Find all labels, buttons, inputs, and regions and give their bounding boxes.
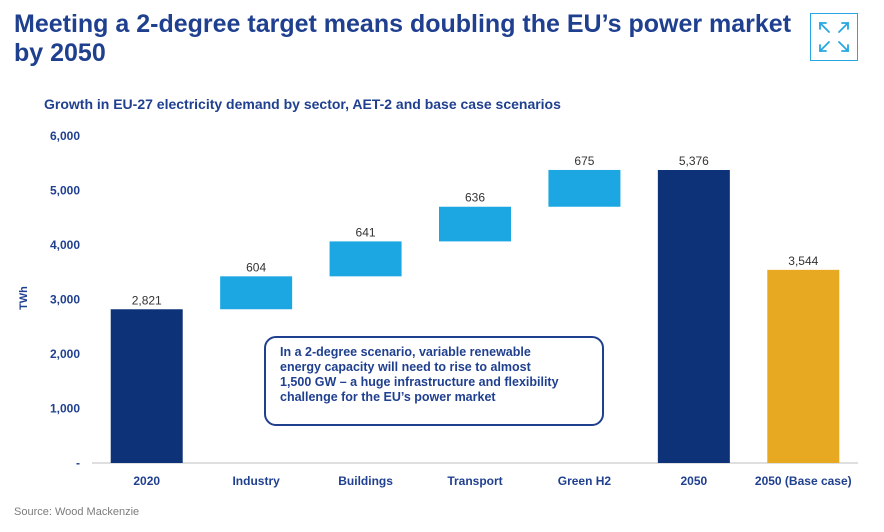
- x-tick-label: 2050 (Base case): [755, 474, 852, 488]
- callout-line: energy capacity will need to rise to alm…: [280, 360, 531, 374]
- bar-value-label: 604: [246, 260, 266, 274]
- x-tick-label: Transport: [447, 474, 502, 488]
- bar-value-labels: 2,821 604 641 636 675 5,376 3,544: [132, 154, 819, 307]
- bar: [329, 241, 402, 277]
- callout-line: challenge for the EU’s power market: [280, 390, 496, 404]
- y-tick-label: -: [76, 456, 80, 470]
- title-line-1: Meeting a 2-degree target means doubling…: [14, 10, 792, 38]
- bar: [767, 269, 840, 463]
- page-title: Meeting a 2-degree target means doubling…: [14, 10, 794, 68]
- bar: [110, 309, 183, 463]
- x-axis-ticks: 2020 Industry Buildings Transport Green H2 20…: [133, 474, 851, 488]
- y-axis-ticks: - 1,000 2,000 3,000 4,000 5,000 6,000: [50, 129, 80, 470]
- bar: [220, 276, 293, 310]
- y-tick-label: 3,000: [50, 293, 80, 307]
- callout-line: In a 2-degree scenario, variable renewab…: [280, 345, 531, 359]
- bar-value-label: 2,821: [132, 293, 162, 307]
- expand-arrows-icon: [819, 22, 849, 52]
- callout-box: In a 2-degree scenario, variable renewab…: [264, 336, 604, 426]
- y-tick-label: 2,000: [50, 347, 80, 361]
- bar: [439, 206, 511, 242]
- y-tick-label: 4,000: [50, 238, 80, 252]
- x-tick-label: 2020: [133, 474, 160, 488]
- bars: [110, 169, 840, 463]
- y-tick-label: 6,000: [50, 129, 80, 143]
- title-line-2: by 2050: [14, 39, 106, 67]
- bar-value-label: 3,544: [788, 254, 818, 268]
- x-tick-label: 2050: [681, 474, 708, 488]
- y-tick-label: 1,000: [50, 402, 80, 416]
- x-tick-label: Industry: [232, 474, 280, 488]
- callout-line: 1,500 GW – a huge infrastructure and fle…: [280, 375, 559, 389]
- x-tick-label: Green H2: [558, 474, 612, 488]
- bar-value-label: 641: [356, 225, 376, 239]
- bar: [548, 169, 621, 207]
- bar-value-label: 675: [574, 154, 594, 168]
- expand-button[interactable]: [810, 13, 858, 61]
- bar: [657, 170, 730, 463]
- x-tick-label: Buildings: [338, 474, 393, 488]
- source-note: Source: Wood Mackenzie: [14, 506, 140, 518]
- bar-value-label: 636: [465, 191, 485, 205]
- chart-title: Growth in EU-27 electricity demand by se…: [44, 96, 561, 112]
- y-tick-label: 5,000: [50, 184, 80, 198]
- bar-value-label: 5,376: [679, 154, 709, 168]
